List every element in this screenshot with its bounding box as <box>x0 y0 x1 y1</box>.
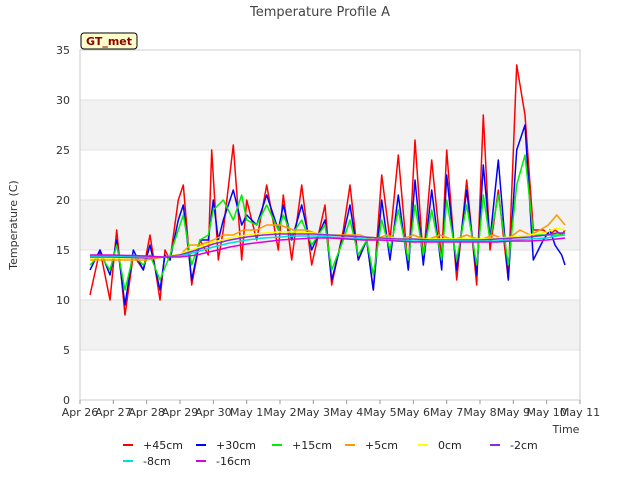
legend-label: +15cm <box>292 439 332 452</box>
site-badge-text: GT_met <box>86 35 132 48</box>
x-tick-label: Apr 26 <box>62 406 99 419</box>
series-layer <box>89 64 566 316</box>
plot-bands <box>80 50 580 400</box>
x-tick-label: Apr 29 <box>162 406 199 419</box>
legend-label: -16cm <box>216 455 251 468</box>
x-tick-label: May 8 <box>463 406 496 419</box>
chart-title: Temperature Profile A <box>249 5 390 20</box>
plot-band <box>80 300 580 350</box>
x-tick-label: May 7 <box>430 406 463 419</box>
y-tick-label: 25 <box>56 144 70 157</box>
x-tick-label: May 10 <box>527 406 567 419</box>
legend-label: -2cm <box>510 439 538 452</box>
series-line <box>90 232 565 259</box>
series-line <box>89 154 565 291</box>
x-tick-label: May 1 <box>230 406 263 419</box>
plot-band <box>80 100 580 150</box>
y-tick-label: 30 <box>56 94 70 107</box>
y-tick-label: 15 <box>56 244 70 257</box>
y-axis-ticks: 0 5 10 15 20 25 30 35 <box>56 44 70 407</box>
legend-label: 0cm <box>438 439 462 452</box>
legend-label: +30cm <box>216 439 256 452</box>
x-tick-label: May 9 <box>497 406 530 419</box>
series-line <box>90 234 566 258</box>
x-tick-label: May 6 <box>397 406 430 419</box>
x-tick-label: Apr 28 <box>128 406 165 419</box>
plot-band <box>80 150 580 200</box>
y-tick-label: 10 <box>56 294 70 307</box>
site-badge-box <box>80 32 138 50</box>
x-tick-label: Apr 27 <box>95 406 132 419</box>
x-tick-label: May 5 <box>363 406 396 419</box>
y-tick-label: 0 <box>63 394 70 407</box>
x-tick-label: Apr 30 <box>195 406 232 419</box>
y-axis-label: Temperature (C) <box>7 180 20 270</box>
site-badge: GT_met <box>80 32 138 50</box>
x-tick-label: May 2 <box>263 406 296 419</box>
legend: +45cm +30cm +15cm +5cm 0cm -2cm -8cm -16cm <box>123 439 538 468</box>
y-tick-label: 5 <box>63 344 70 357</box>
plot-band <box>80 50 580 100</box>
x-axis-label: Time <box>552 423 580 436</box>
y-tick-label: 35 <box>56 44 70 57</box>
series-line <box>90 237 566 258</box>
y-tick-label: 20 <box>56 194 70 207</box>
x-tick-label: May 4 <box>330 406 363 419</box>
legend-label: -8cm <box>143 455 171 468</box>
x-tick-label: May 11 <box>560 406 600 419</box>
legend-label: +45cm <box>143 439 183 452</box>
plot-frame <box>79 49 581 401</box>
plot-band <box>80 350 580 400</box>
x-tick-label: May 3 <box>297 406 330 419</box>
legend-label: +5cm <box>365 439 398 452</box>
